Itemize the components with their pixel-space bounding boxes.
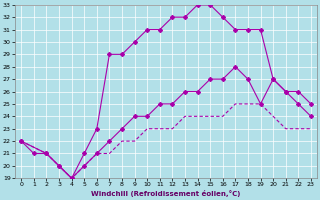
X-axis label: Windchill (Refroidissement éolien,°C): Windchill (Refroidissement éolien,°C) [92, 190, 241, 197]
